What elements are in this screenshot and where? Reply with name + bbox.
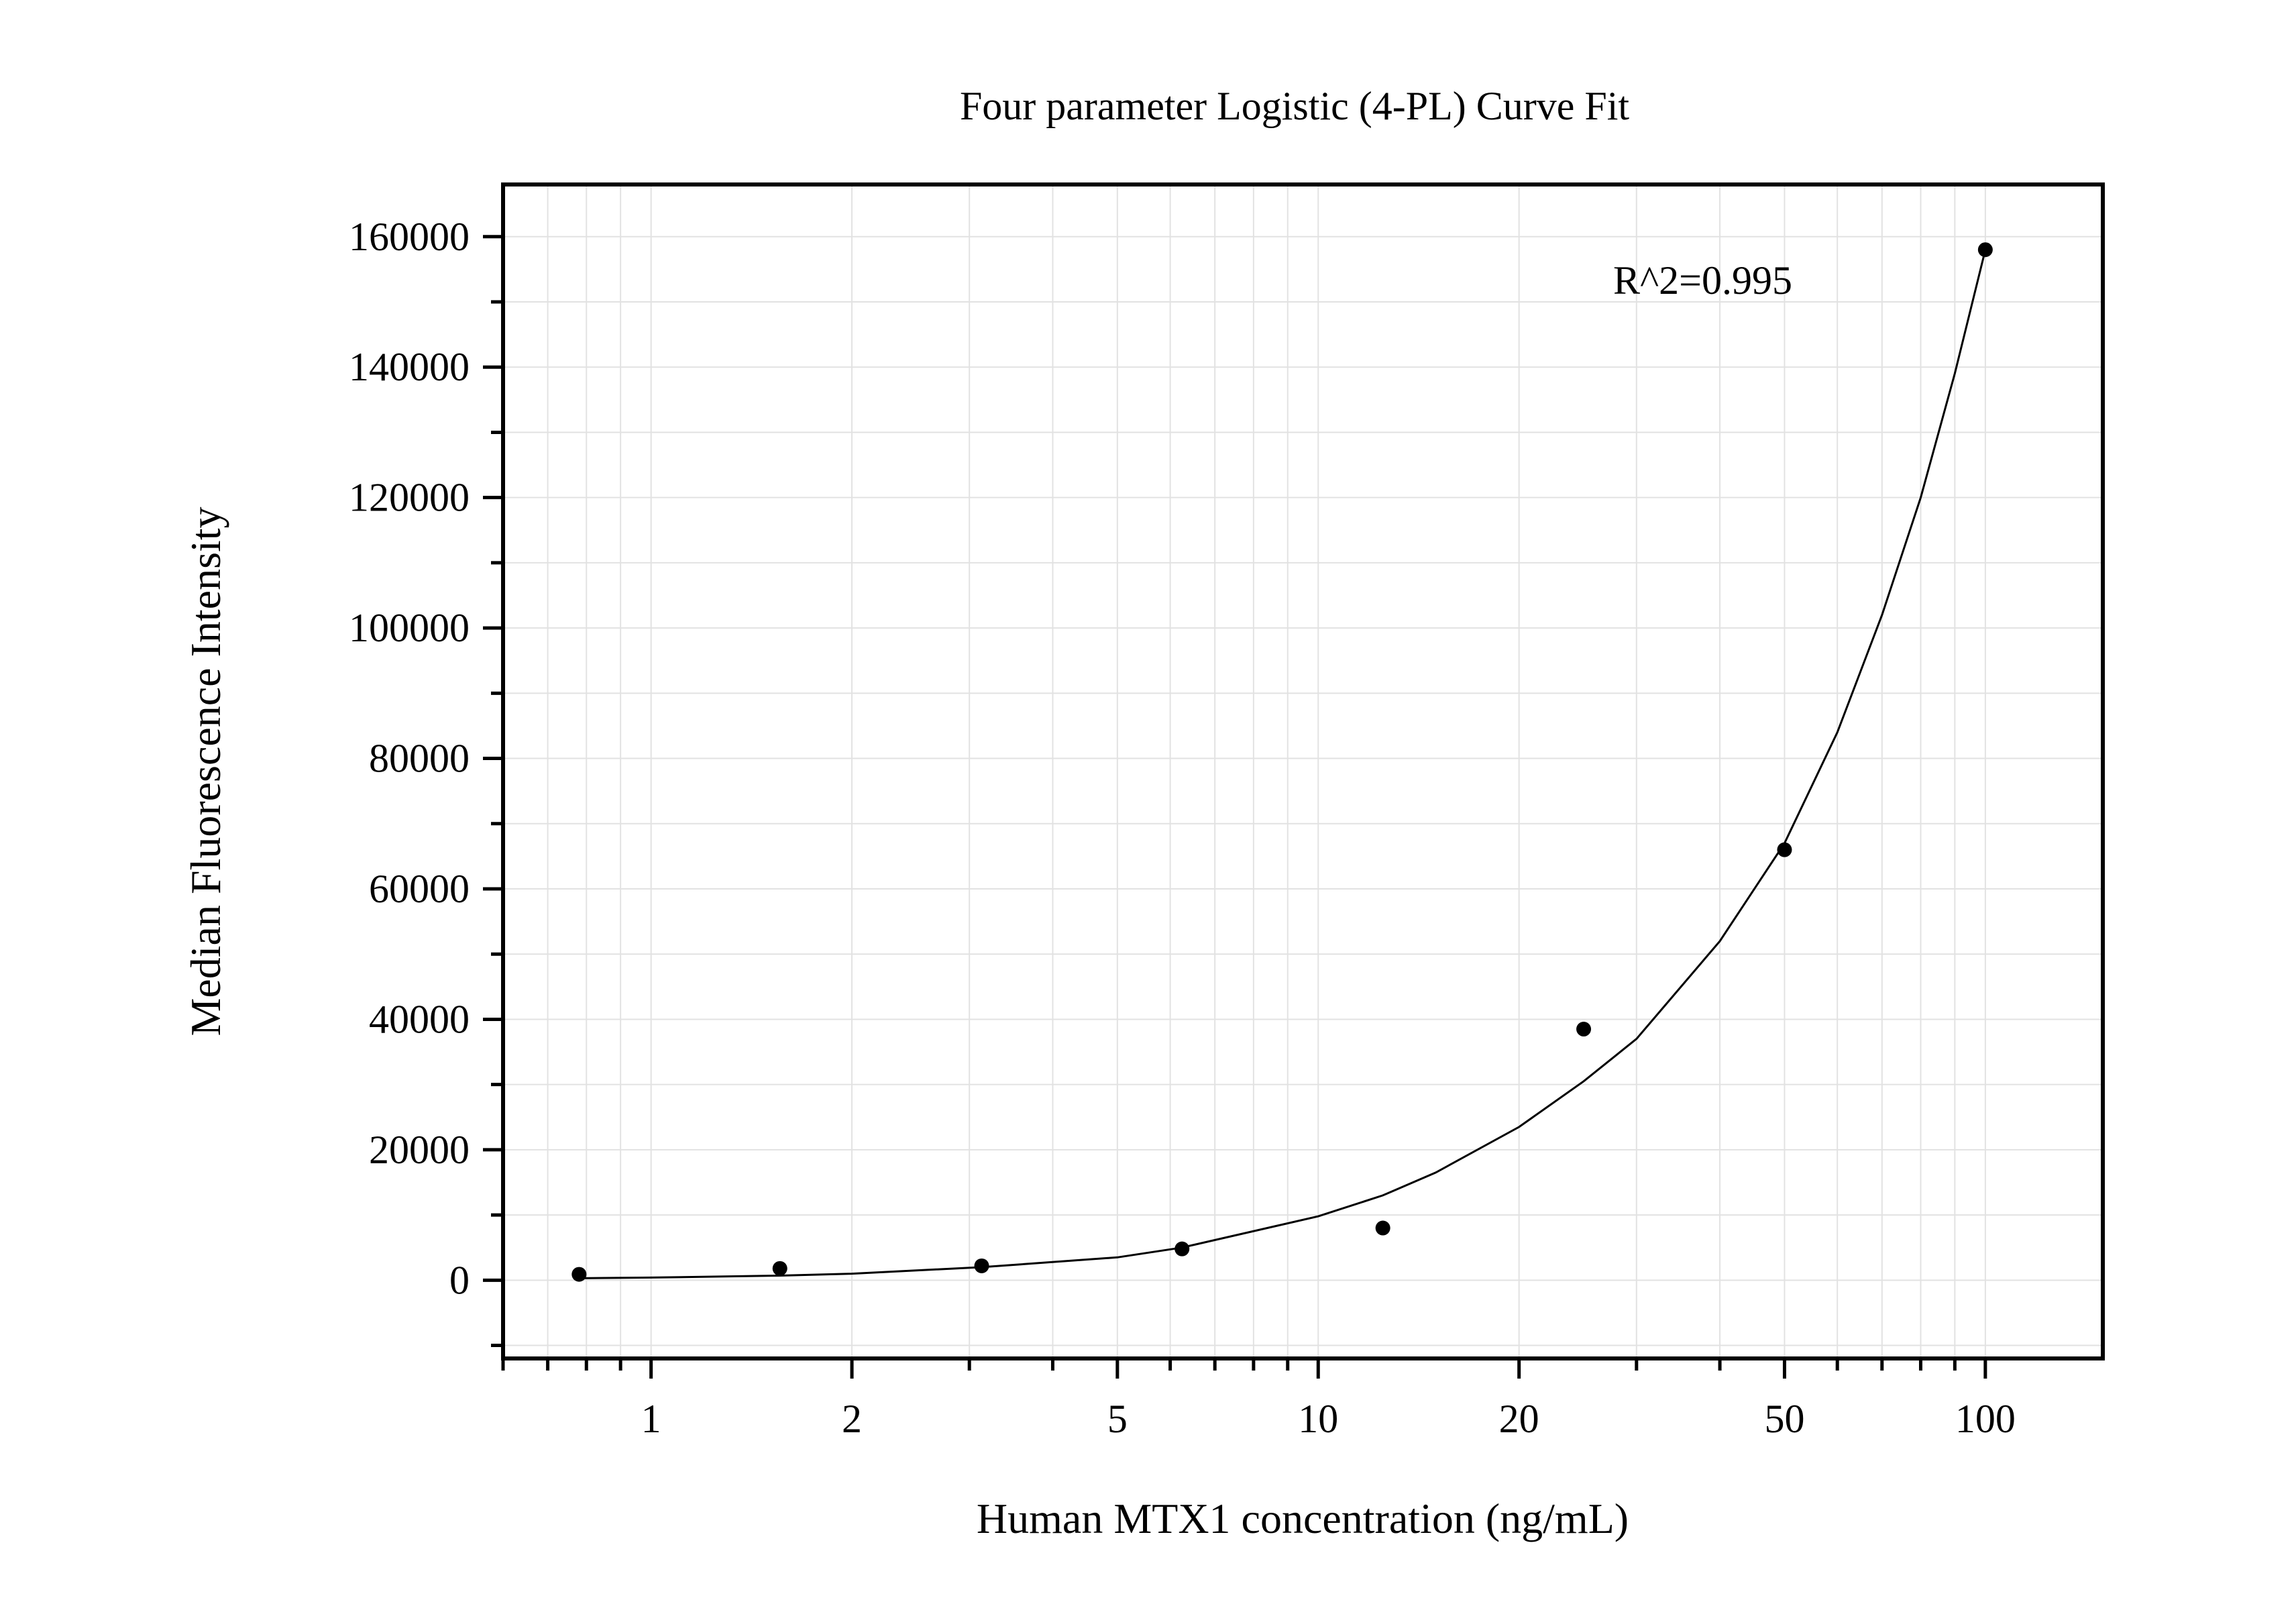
y-tick-label: 140000 xyxy=(349,345,470,389)
data-point xyxy=(1375,1220,1390,1236)
y-tick-label: 60000 xyxy=(369,867,470,911)
r-squared-annotation: R^2=0.995 xyxy=(1613,258,1792,303)
data-point xyxy=(1174,1241,1190,1257)
x-tick-label: 2 xyxy=(842,1397,862,1441)
plot-frame xyxy=(501,182,2105,1360)
y-tick-label: 100000 xyxy=(349,606,470,650)
y-tick-label: 0 xyxy=(449,1258,470,1302)
grid xyxy=(502,184,2103,1358)
x-tick-label: 100 xyxy=(1955,1397,2016,1441)
data-point xyxy=(571,1267,587,1282)
x-axis-label: Human MTX1 concentration (ng/mL) xyxy=(977,1495,1629,1542)
data-point xyxy=(1977,242,1993,258)
x-tick-label: 50 xyxy=(1764,1397,1804,1441)
y-tick-label: 80000 xyxy=(369,737,470,781)
data-points-layer xyxy=(571,242,1993,1282)
y-axis-label: Median Fluorescence Intensity xyxy=(182,506,229,1036)
fit-curve xyxy=(579,249,1987,1279)
x-tick-label: 1 xyxy=(641,1397,661,1441)
x-tick-label: 10 xyxy=(1298,1397,1338,1441)
y-axis-tick-labels: 0 20000 40000 60000 80000 100000 120000 140000 1… xyxy=(349,215,470,1303)
fit-curve-layer xyxy=(579,249,1987,1279)
x-axis-tick-labels: 1 2 5 10 20 50 100 xyxy=(641,1397,2016,1441)
data-point xyxy=(974,1258,989,1273)
data-point xyxy=(1576,1022,1592,1037)
y-axis-ticks xyxy=(483,235,503,1348)
y-tick-label: 20000 xyxy=(369,1128,470,1172)
data-point xyxy=(1777,842,1792,857)
chart-title: Four parameter Logistic (4-PL) Curve Fit xyxy=(960,84,1629,128)
y-tick-label: 160000 xyxy=(349,215,470,259)
x-axis-ticks xyxy=(501,1358,1987,1379)
y-tick-label: 40000 xyxy=(369,997,470,1041)
data-point xyxy=(772,1261,787,1276)
x-tick-label: 5 xyxy=(1107,1397,1128,1441)
x-tick-label: 20 xyxy=(1499,1397,1539,1441)
y-tick-label: 120000 xyxy=(349,476,470,520)
